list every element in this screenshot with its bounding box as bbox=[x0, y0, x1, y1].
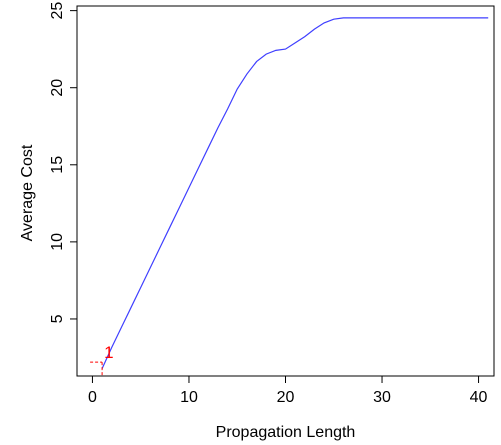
x-axis-title: Propagation Length bbox=[216, 424, 356, 441]
y-tick-label-10: 10 bbox=[49, 233, 66, 251]
y-axis: 5 10 15 20 25 bbox=[49, 2, 77, 323]
x-tick-label-30: 30 bbox=[373, 389, 391, 406]
plot-frame bbox=[76, 5, 495, 377]
series-line-0 bbox=[101, 17, 489, 369]
annotation-label-0: 1 bbox=[104, 343, 113, 362]
y-tick-label-25: 25 bbox=[49, 2, 66, 20]
x-tick-label-10: 10 bbox=[180, 389, 198, 406]
x-tick-label-0: 0 bbox=[88, 389, 97, 406]
y-axis-title: Average Cost bbox=[19, 144, 36, 241]
plot-area: 1 bbox=[90, 17, 489, 376]
x-tick-label-20: 20 bbox=[277, 389, 295, 406]
x-tick-label-40: 40 bbox=[470, 389, 488, 406]
y-tick-label-15: 15 bbox=[49, 156, 66, 174]
y-tick-label-20: 20 bbox=[49, 79, 66, 97]
x-axis: 0 10 20 30 40 bbox=[88, 376, 488, 406]
y-tick-label-5: 5 bbox=[49, 314, 66, 323]
